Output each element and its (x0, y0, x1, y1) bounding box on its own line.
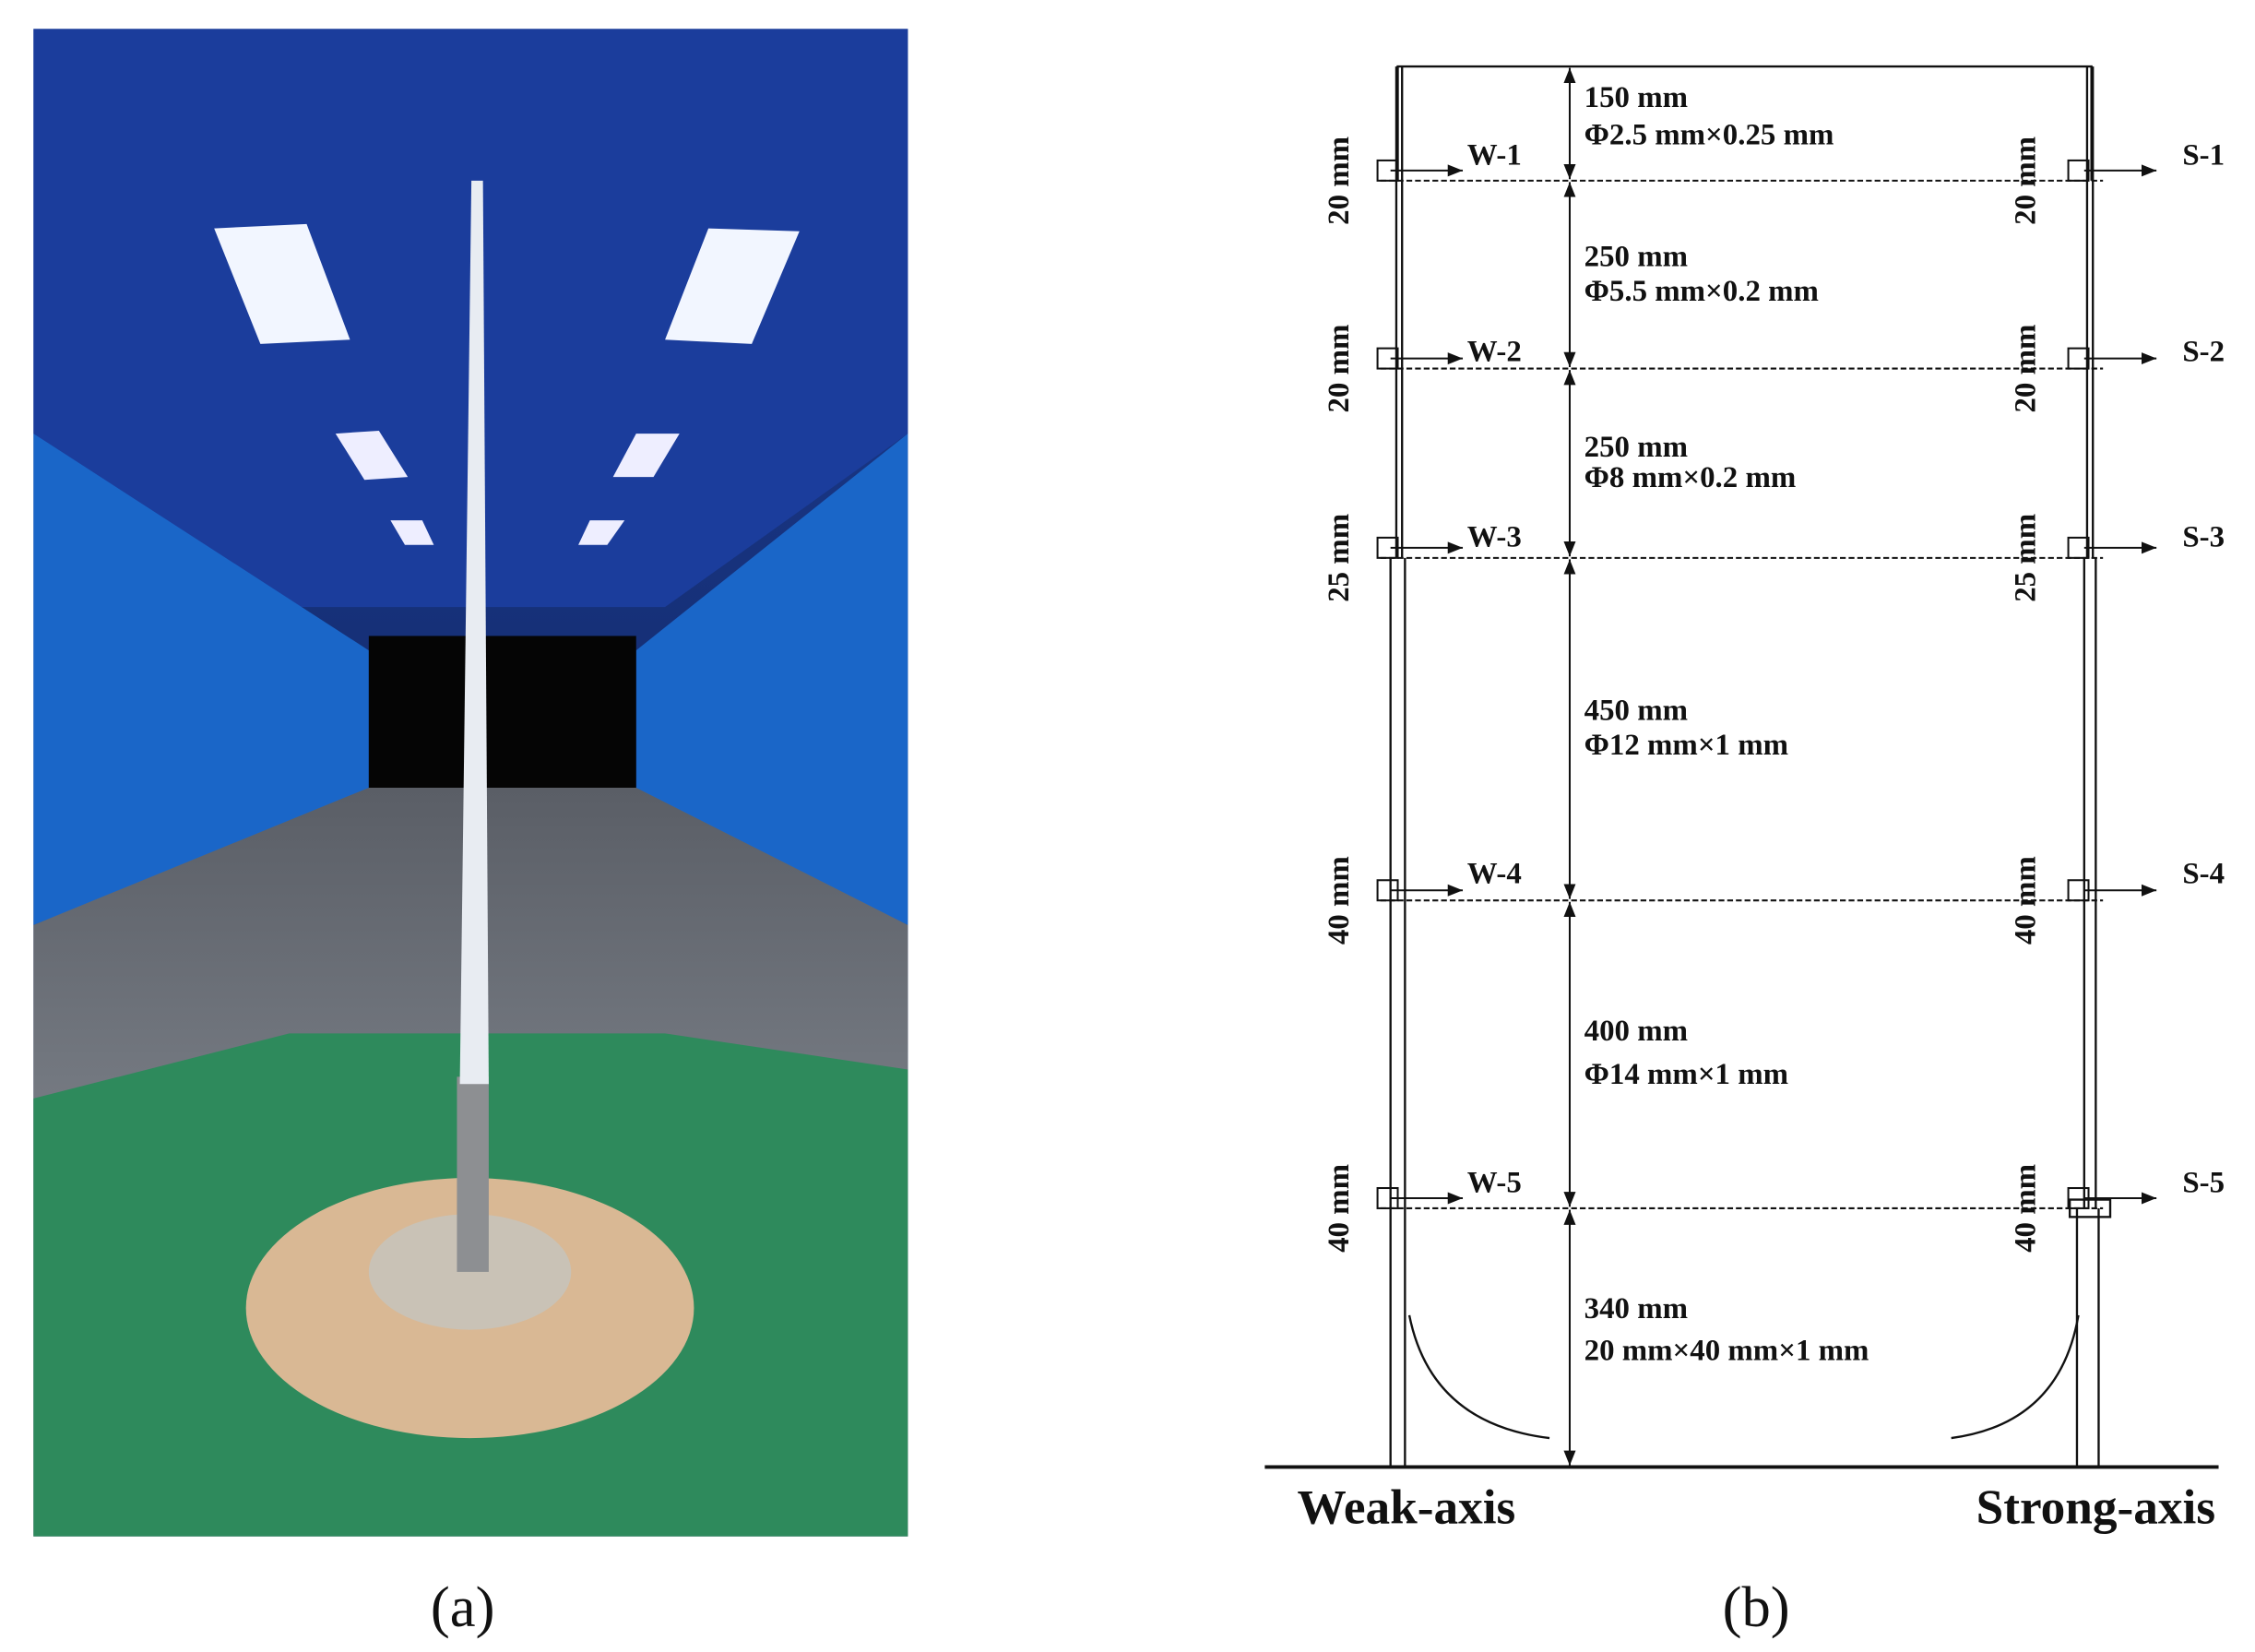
segment-section: Φ12 mm×1 mm (1584, 729, 1788, 762)
point-spacing: 20 mm (1323, 137, 1356, 225)
point-spacing: 25 mm (1323, 514, 1356, 602)
segment-section: 20 mm×40 mm×1 mm (1584, 1334, 1869, 1367)
point-spacing: 20 mm (2010, 137, 2043, 225)
point-name: W-4 (1467, 857, 1522, 890)
segment-section: Φ5.5 mm×0.2 mm (1584, 275, 1819, 308)
segment-section: Φ2.5 mm×0.25 mm (1584, 119, 1834, 152)
segment-length: 150 mm (1584, 81, 1688, 114)
point-name: S-1 (2182, 139, 2225, 172)
point-name: S-3 (2182, 520, 2225, 553)
point-spacing: 40 mm (2010, 856, 2043, 945)
point-name: S-5 (2182, 1167, 2225, 1200)
point-spacing: 20 mm (1323, 325, 1356, 413)
axis-name: Weak-axis (1298, 1480, 1516, 1535)
point-name: S-4 (2182, 857, 2225, 890)
axis-name: Strong-axis (1976, 1480, 2215, 1535)
panel-label: (a) (431, 1575, 495, 1639)
segment-length: 450 mm (1584, 694, 1688, 727)
point-spacing: 20 mm (2010, 325, 2043, 413)
segment-section: Φ8 mm×0.2 mm (1584, 461, 1797, 494)
point-name: W-1 (1467, 139, 1522, 172)
segment-length: 400 mm (1584, 1015, 1688, 1048)
point-name: W-3 (1467, 520, 1522, 553)
point-name: W-5 (1467, 1167, 1522, 1200)
point-spacing: 40 mm (1323, 1164, 1356, 1253)
point-name: S-2 (2182, 336, 2225, 369)
segment-section: Φ14 mm×1 mm (1584, 1058, 1788, 1091)
panel-label: (b) (1723, 1575, 1790, 1639)
point-name: W-2 (1467, 336, 1522, 369)
diagram (1264, 65, 2219, 1469)
point-spacing: 25 mm (2010, 514, 2043, 602)
point-spacing: 40 mm (2010, 1164, 2043, 1253)
point-spacing: 40 mm (1323, 856, 1356, 945)
segment-length: 250 mm (1584, 240, 1688, 273)
segment-length: 340 mm (1584, 1292, 1688, 1325)
segment-length: 250 mm (1584, 431, 1688, 464)
photo (33, 29, 908, 1537)
